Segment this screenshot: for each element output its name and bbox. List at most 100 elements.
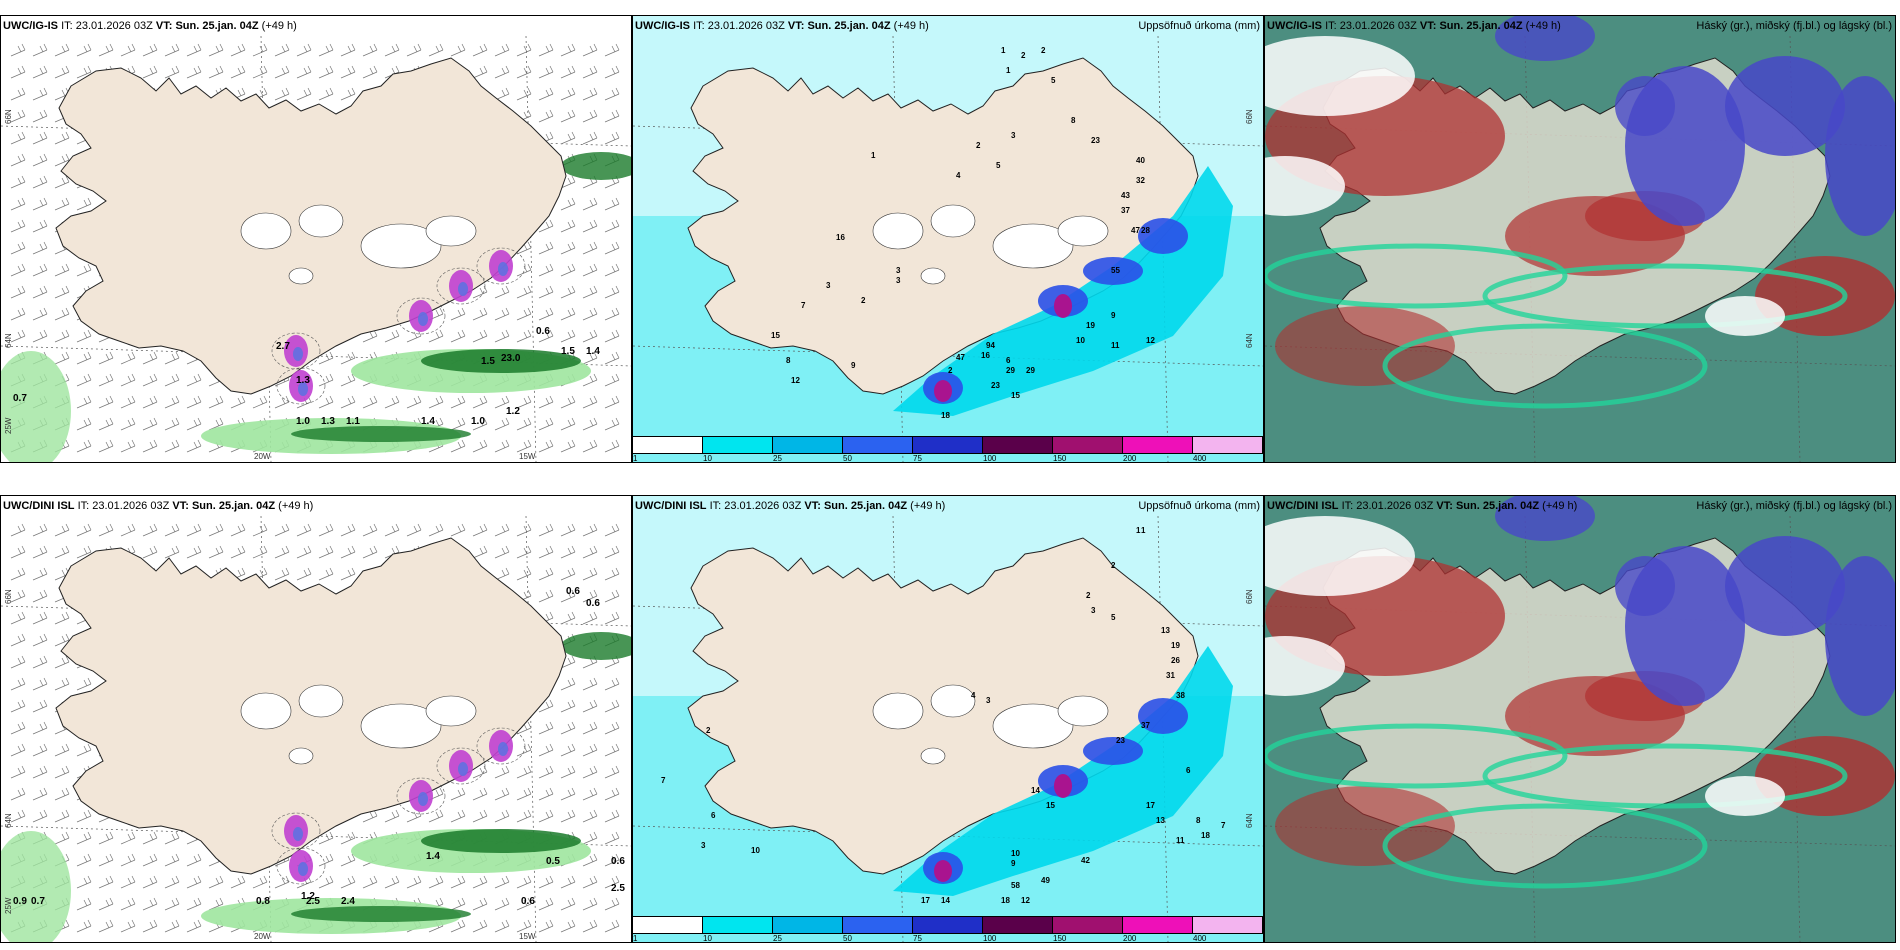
latitude-label: 66N (1245, 109, 1254, 124)
clear-sky (1265, 156, 1345, 216)
longitude-label: 15W (519, 932, 536, 941)
header-it-value: 23.01.2026 03Z (1356, 500, 1434, 512)
precip-value-label: 47 (1131, 226, 1140, 235)
glacier (920, 747, 946, 765)
cloud-edge (1382, 803, 1708, 889)
latitude-label: 64N (1245, 333, 1254, 348)
wind-field-light (1, 831, 71, 942)
precip-heavy-cell (1138, 698, 1188, 734)
latitude-label: 66N (1245, 589, 1254, 604)
wind-value-label: 0.6 (521, 896, 535, 907)
header-vt-label: VT: (1419, 20, 1437, 32)
colorbar-cell (773, 917, 843, 933)
header-vt-value: Sun. 25.jan. 04Z (1455, 500, 1540, 512)
header-model: UWC/DINI ISL (1267, 500, 1339, 512)
wind-value-label: 0.6 (536, 326, 550, 337)
panel-header: UWC/DINI ISL IT: 23.01.2026 03Z VT: Sun.… (1267, 500, 1577, 512)
precip-value-label: 17 (1146, 801, 1155, 810)
colorbar-tick-label: 1 (633, 934, 638, 943)
precip-value-label: 9 (1111, 311, 1116, 320)
header-model: UWC/IG-IS (635, 20, 690, 32)
colorbar-cell (983, 917, 1053, 933)
precip-value-label: 4 (971, 691, 976, 700)
precip-value-label: 1 (871, 151, 876, 160)
hatched-area (476, 247, 526, 285)
mid-cloud (1275, 786, 1455, 866)
colorbar-cell (633, 437, 703, 453)
low-cloud (1495, 16, 1595, 61)
glacier (872, 692, 924, 730)
glacier (288, 267, 314, 285)
header-model: UWC/DINI ISL (635, 500, 707, 512)
precip-value-label: 10 (1011, 849, 1020, 858)
latitude-label: 64N (4, 333, 13, 348)
panel-header: UWC/IG-IS IT: 23.01.2026 03Z VT: Sun. 25… (1267, 20, 1561, 32)
wind-value-label: 1.5 (561, 346, 575, 357)
wind-value-label: 23.0 (501, 353, 521, 364)
colorbar-cell (1193, 437, 1263, 453)
map-canvas (1265, 496, 1895, 942)
cloud-edge (1382, 323, 1708, 409)
wind-value-label: 1.4 (426, 851, 440, 862)
colorbar-cell (633, 917, 703, 933)
precip-value-label: 8 (786, 356, 791, 365)
header-vt-label: VT: (1436, 500, 1453, 512)
precip-value-label: 55 (1111, 266, 1120, 275)
hatched-area (271, 812, 321, 850)
map-panel-dini-cloud: UWC/DINI ISL IT: 23.01.2026 03Z VT: Sun.… (1264, 495, 1896, 943)
field-title: Háský (gr.), miðský (fj.bl.) og lágský (… (1696, 500, 1892, 512)
wind-value-label: 1.2 (506, 406, 520, 417)
precip-band (893, 166, 1233, 416)
precip-value-label: 47 (956, 353, 965, 362)
precip-value-label: 10 (1076, 336, 1085, 345)
precip-value-label: 58 (1011, 881, 1020, 890)
precip-value-label: 31 (1166, 671, 1175, 680)
precip-value-label: 2 (861, 296, 866, 305)
colorbar-tick-label: 200 (1123, 934, 1137, 943)
glacier (425, 695, 477, 727)
low-cloud (1725, 56, 1845, 156)
colorbar-tick-label: 400 (1193, 934, 1207, 943)
precip-value-label: 5 (1051, 76, 1056, 85)
header-it-value: 23.01.2026 03Z (707, 20, 785, 32)
convective-core-center (293, 347, 303, 361)
colorbar-cell (913, 917, 983, 933)
precip-value-label: 12 (791, 376, 800, 385)
precip-value-label: 5 (1111, 613, 1116, 622)
precip-value-label: 2 (976, 141, 981, 150)
precip-value-label: 3 (896, 276, 901, 285)
precip-value-label: 18 (1201, 831, 1210, 840)
precip-value-label: 1 (1141, 526, 1146, 535)
header-it-value: 23.01.2026 03Z (75, 20, 153, 32)
wind-value-label: 0.6 (586, 598, 600, 609)
clear-sky (1265, 516, 1415, 596)
colorbar-tick-label: 100 (983, 934, 997, 943)
convective-core-center (298, 382, 308, 396)
glacier (1057, 215, 1109, 247)
header-it-label: IT: (1325, 20, 1337, 32)
precip-value-label: 5 (996, 161, 1001, 170)
low-cloud (1725, 536, 1845, 636)
precip-value-label: 16 (836, 233, 845, 242)
precip-value-label: 6 (711, 811, 716, 820)
precip-value-label: 40 (1136, 156, 1145, 165)
colorbar-cell (1123, 437, 1193, 453)
header-lead: (+49 h) (910, 500, 946, 512)
glacier (298, 684, 344, 718)
precip-value-label: 26 (1171, 656, 1180, 665)
header-model: UWC/IG-IS (3, 20, 58, 32)
map-canvas (1265, 16, 1895, 462)
precip-value-label: 3 (986, 696, 991, 705)
colorbar-tick-label: 75 (913, 934, 922, 943)
clear-sky (1705, 296, 1785, 336)
precip-value-label: 2 (948, 366, 953, 375)
precip-extreme-cell (1054, 774, 1072, 798)
header-vt-value: Sun. 25.jan. 04Z (1439, 20, 1523, 32)
colorbar-tick-label: 1 (633, 454, 638, 463)
precip-value-label: 2 (1021, 51, 1026, 60)
precip-value-label: 12 (1146, 336, 1155, 345)
convective-core-center (458, 762, 468, 776)
header-lead: (+49 h) (261, 20, 297, 32)
map-canvas (633, 496, 1263, 942)
header-model: UWC/DINI ISL (3, 500, 75, 512)
